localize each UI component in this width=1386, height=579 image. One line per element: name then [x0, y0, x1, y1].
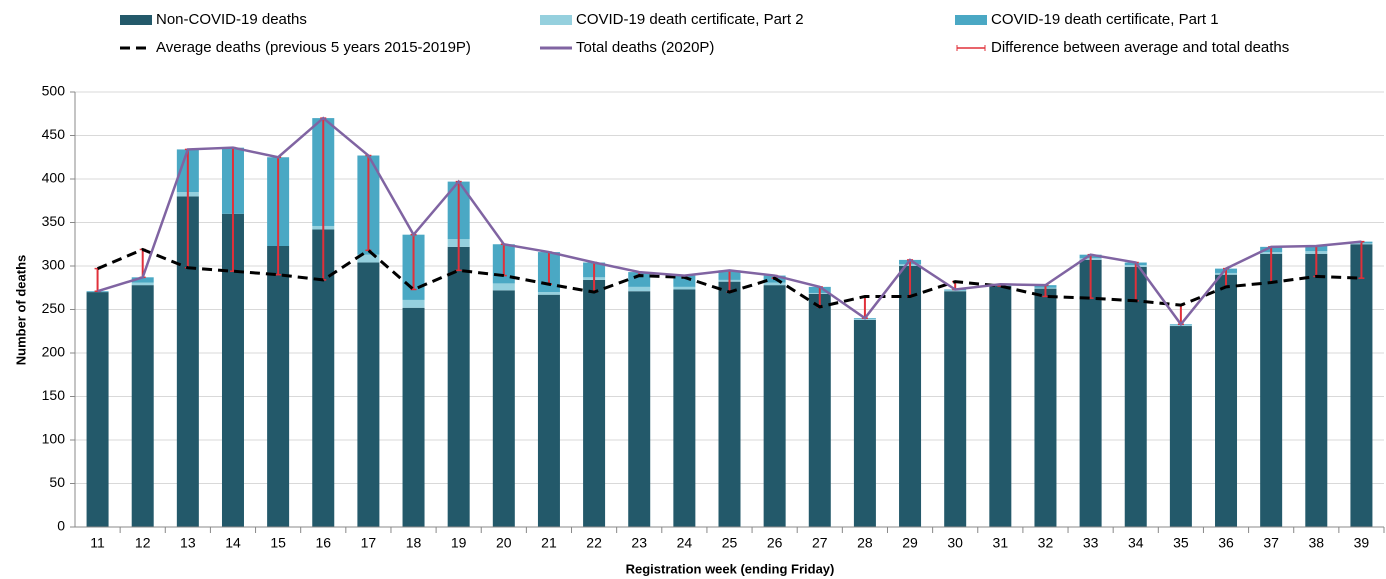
bar-segment [989, 286, 1012, 527]
bar-segment [899, 266, 922, 527]
bar-segment [357, 262, 380, 527]
legend-label: Non-COVID-19 deaths [156, 11, 307, 28]
bar-segment [1215, 274, 1238, 527]
y-tick-label: 250 [42, 300, 66, 316]
x-tick-label: 25 [722, 535, 738, 551]
x-tick-label: 23 [631, 535, 647, 551]
x-tick-label: 34 [1128, 535, 1144, 551]
bar-segment [853, 319, 876, 527]
x-tick-label: 39 [1354, 535, 1370, 551]
bar-segment [1350, 244, 1373, 527]
bar-segment [628, 272, 651, 287]
x-tick-label: 38 [1309, 535, 1325, 551]
x-tick-label: 28 [857, 535, 873, 551]
bar-segment [221, 213, 244, 528]
bar-segment [1034, 288, 1057, 527]
bar-segment [944, 290, 967, 292]
bar-segment [447, 246, 470, 528]
bar-segment [1305, 253, 1328, 527]
bar-segment [176, 196, 199, 527]
bar-segment [673, 289, 696, 527]
bar-segment [718, 281, 741, 527]
bar-segment [763, 285, 786, 527]
bar-segment [673, 286, 696, 290]
legend-marker [120, 15, 152, 25]
x-tick-label: 15 [270, 535, 286, 551]
bar-segment [537, 292, 560, 295]
line-series [96, 247, 1362, 309]
y-tick-label: 450 [42, 126, 66, 142]
bar-segment [628, 286, 651, 292]
legend-label: Average deaths (previous 5 years 2015-20… [156, 39, 471, 56]
bar-segment [808, 293, 831, 527]
line-series [97, 116, 1362, 327]
bar-segment [312, 229, 335, 527]
y-tick-label: 200 [42, 344, 66, 360]
x-tick-label: 22 [586, 535, 602, 551]
bar-segment [86, 292, 109, 527]
y-tick-label: 0 [57, 518, 65, 534]
x-tick-label: 37 [1263, 535, 1279, 551]
x-tick-label: 14 [225, 535, 241, 551]
legend-label: COVID-19 death certificate, Part 2 [576, 11, 804, 28]
x-axis-label: Registration week (ending Friday) [626, 561, 835, 576]
bar-segment [1260, 253, 1283, 527]
x-tick-label: 20 [496, 535, 512, 551]
x-tick-label: 30 [947, 535, 963, 551]
x-tick-label: 26 [767, 535, 783, 551]
bar-segment [537, 294, 560, 527]
legend-marker [540, 15, 572, 25]
bar-segment [763, 282, 786, 286]
x-tick-label: 19 [451, 535, 467, 551]
x-tick-label: 12 [135, 535, 151, 551]
bar-segment [1169, 326, 1192, 527]
x-tick-label: 36 [1218, 535, 1234, 551]
bar-segment [131, 282, 154, 286]
x-tick-label: 27 [812, 535, 828, 551]
x-tick-label: 33 [1083, 535, 1099, 551]
bar-segment [583, 279, 606, 527]
y-tick-label: 50 [49, 474, 65, 490]
bar-segment [357, 254, 380, 263]
bar-segment [402, 299, 425, 308]
x-tick-label: 29 [902, 535, 918, 551]
bar-segment [267, 245, 290, 528]
y-axis-label: Number of deaths [13, 255, 28, 366]
legend-label: COVID-19 death certificate, Part 1 [991, 11, 1219, 28]
y-tick-label: 400 [42, 170, 66, 186]
legend-label: Total deaths (2020P) [576, 39, 714, 56]
bar-segment [131, 277, 154, 283]
bar-segment [131, 285, 154, 527]
x-tick-label: 32 [1038, 535, 1054, 551]
x-tick-label: 17 [361, 535, 377, 551]
x-tick-label: 31 [993, 535, 1009, 551]
x-tick-label: 35 [1173, 535, 1189, 551]
bar-segment [673, 275, 696, 287]
bar-segment [492, 283, 515, 291]
y-tick-label: 300 [42, 257, 66, 273]
y-tick-label: 150 [42, 387, 66, 403]
bar-segment [628, 291, 651, 527]
x-tick-label: 16 [315, 535, 331, 551]
legend-label: Difference between average and total dea… [991, 39, 1289, 56]
x-tick-label: 18 [406, 535, 422, 551]
y-tick-label: 100 [42, 431, 66, 447]
bar-segment [944, 291, 967, 527]
bar-segment [1124, 266, 1147, 527]
bar-segment [402, 307, 425, 527]
bar-segment [1079, 259, 1102, 527]
x-tick-label: 13 [180, 535, 196, 551]
y-tick-label: 500 [42, 83, 66, 99]
bar-segment [492, 290, 515, 527]
x-tick-label: 21 [541, 535, 557, 551]
legend-marker [955, 15, 987, 25]
y-tick-label: 350 [42, 213, 66, 229]
x-tick-label: 11 [90, 535, 105, 551]
x-tick-label: 24 [677, 535, 693, 551]
